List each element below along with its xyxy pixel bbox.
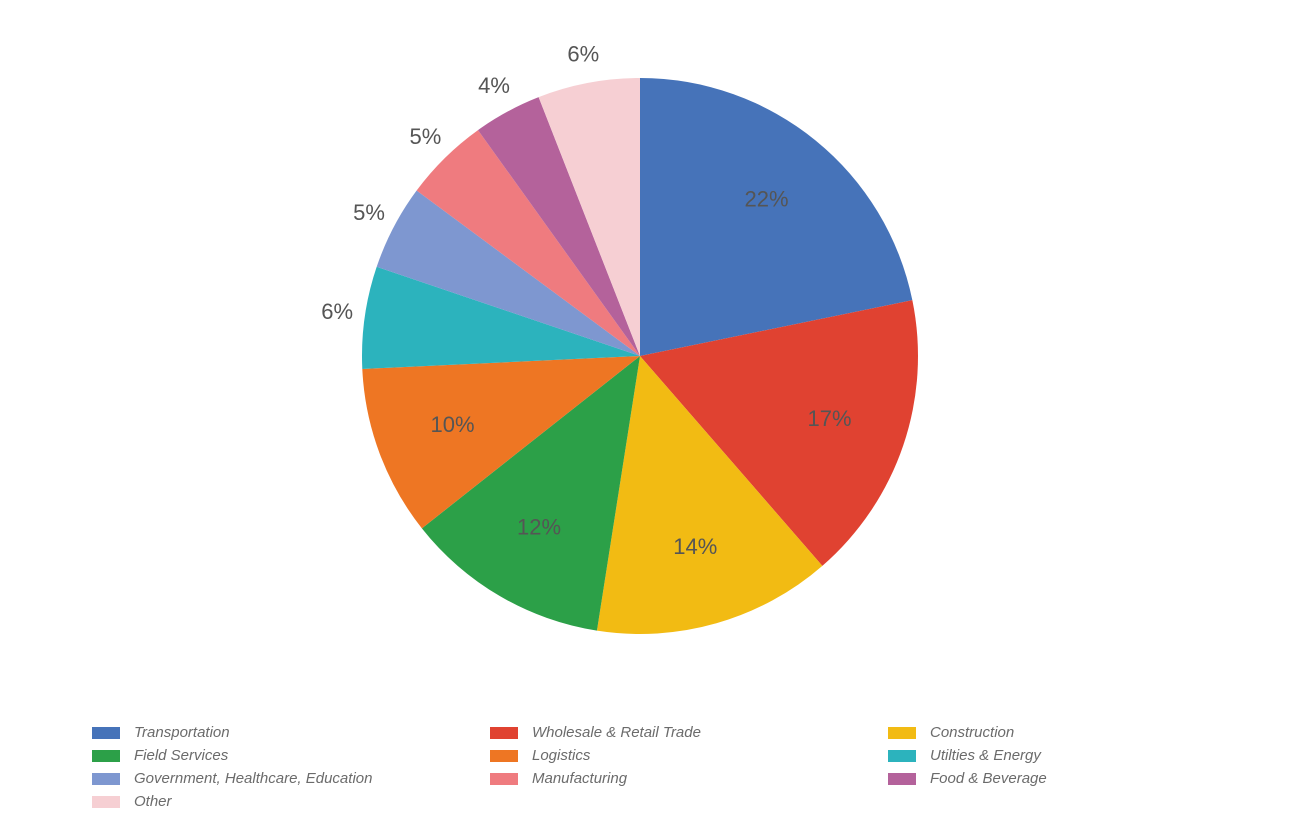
legend-swatch [888, 750, 916, 762]
legend-item: Construction [888, 722, 1286, 743]
legend-label: Government, Healthcare, Education [134, 770, 372, 787]
chart-container: 22% 17% 14% 12% 10% 6% 5% 5% 4% 6% Transportation… [0, 0, 1300, 840]
legend-swatch [92, 727, 120, 739]
legend-swatch [92, 773, 120, 785]
legend-swatch [92, 796, 120, 808]
legend-item: Food & Beverage [888, 768, 1286, 789]
slice-label: 22% [745, 187, 789, 212]
legend-label: Field Services [134, 747, 228, 764]
legend-label: Transportation [134, 724, 230, 741]
slice-label: 5% [353, 200, 385, 225]
legend-swatch [490, 750, 518, 762]
legend-item: Transportation [92, 722, 490, 743]
legend-label: Manufacturing [532, 770, 627, 787]
legend: Transportation Field Services Government, … [92, 722, 1286, 812]
slice-label: 4% [478, 73, 510, 98]
legend-item: Wholesale & Retail Trade [490, 722, 888, 743]
slice-label: 14% [673, 534, 717, 559]
legend-label: Food & Beverage [930, 770, 1047, 787]
legend-item: Logistics [490, 745, 888, 766]
legend-column: Construction Utilties & Energy Food & Beve… [888, 722, 1286, 812]
slice-label: 5% [410, 124, 442, 149]
legend-label: Other [134, 793, 172, 810]
slice-label: 6% [567, 41, 599, 66]
slice-label: 12% [517, 515, 561, 540]
legend-swatch [490, 727, 518, 739]
slice-label: 17% [808, 406, 852, 431]
legend-item: Field Services [92, 745, 490, 766]
legend-item: Government, Healthcare, Education [92, 768, 490, 789]
legend-swatch [888, 773, 916, 785]
pie-chart-svg: 22% 17% 14% 12% 10% 6% 5% 5% 4% 6% [0, 0, 1300, 840]
legend-swatch [92, 750, 120, 762]
legend-column: Transportation Field Services Government, … [92, 722, 490, 812]
legend-swatch [490, 773, 518, 785]
legend-label: Wholesale & Retail Trade [532, 724, 701, 741]
slice-label: 6% [321, 299, 353, 324]
legend-item: Utilties & Energy [888, 745, 1286, 766]
legend-label: Logistics [532, 747, 590, 764]
legend-item: Manufacturing [490, 768, 888, 789]
legend-item: Other [92, 791, 490, 812]
legend-swatch [888, 727, 916, 739]
slice-label: 10% [430, 412, 474, 437]
legend-column: Wholesale & Retail Trade Logistics Manufac… [490, 722, 888, 812]
legend-label: Utilties & Energy [930, 747, 1041, 764]
legend-label: Construction [930, 724, 1014, 741]
